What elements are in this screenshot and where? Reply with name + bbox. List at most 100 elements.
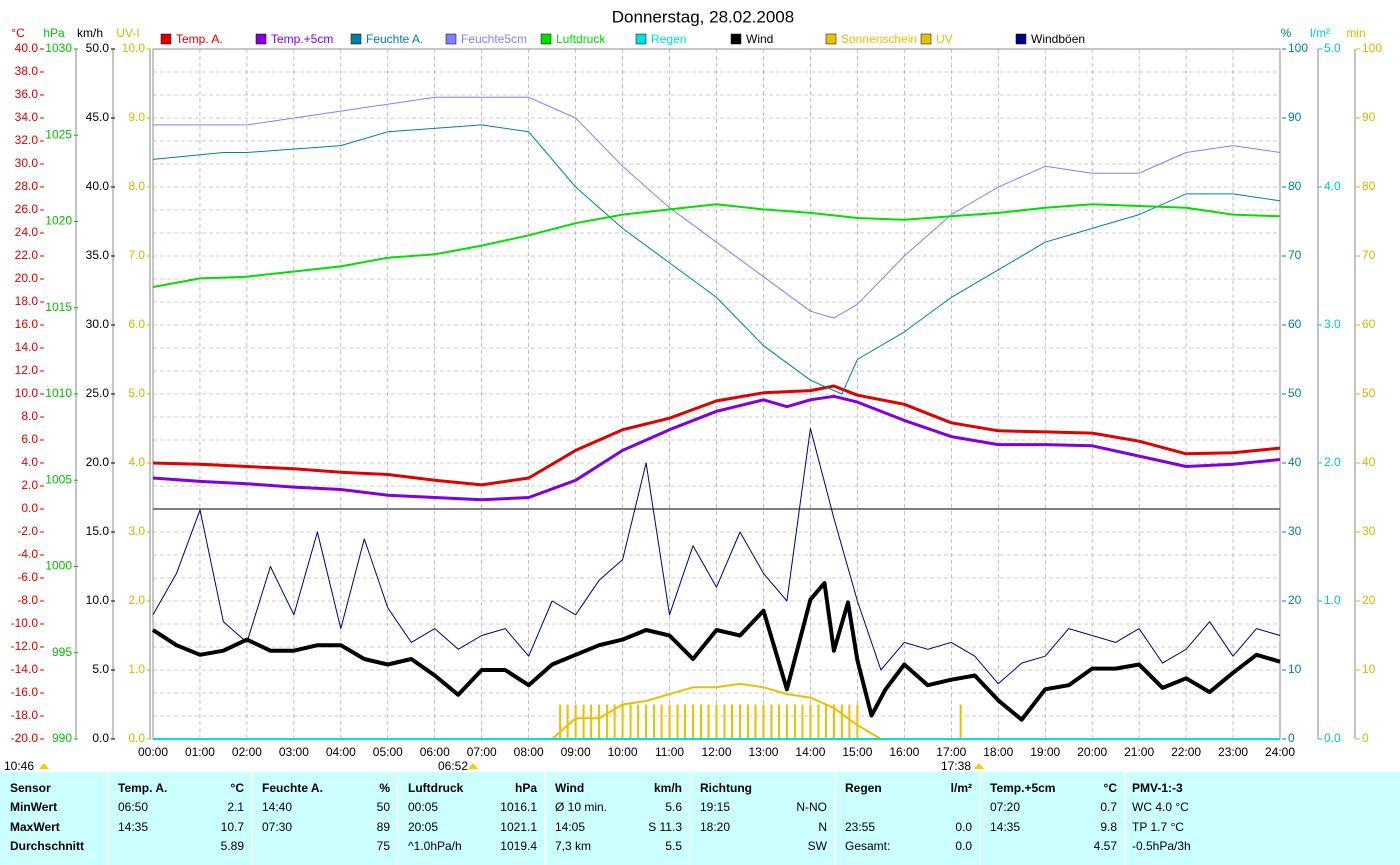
y-tick-label: 50	[1362, 386, 1376, 400]
y-tick-label: 6.0	[128, 317, 145, 331]
marker-icon	[974, 763, 984, 769]
table-header: hPa	[515, 781, 537, 795]
legend-swatch	[730, 33, 742, 45]
y-tick-label: 990	[52, 731, 72, 745]
x-tick-label: 12:00	[701, 745, 731, 759]
sunshine-bar	[582, 704, 585, 739]
marker-icon	[468, 763, 478, 769]
x-tick-label: 08:00	[514, 745, 544, 759]
legend-label: UV	[936, 32, 953, 46]
legend-swatch	[635, 33, 647, 45]
table-cell: TP 1.7 °C	[1132, 820, 1184, 834]
y-tick-label: 70	[1288, 248, 1302, 262]
y-tick-label: 45.0	[86, 110, 110, 124]
y-tick-label: 12.0	[15, 363, 39, 377]
sunshine-bar	[959, 704, 962, 739]
table-cell: 9.8	[1100, 820, 1117, 834]
sunshine-bar	[559, 704, 562, 739]
sunshine-bar	[707, 704, 710, 739]
table-cell: 89	[377, 820, 391, 834]
table-cell: N	[818, 820, 827, 834]
sunshine-bar	[590, 704, 593, 739]
series-line	[153, 96, 1281, 319]
table-cell: 19:15	[700, 800, 730, 814]
axis-unit: UV-I	[116, 26, 139, 40]
y-tick-label: 50	[1288, 386, 1302, 400]
y-tick-label: -8.0	[17, 593, 38, 607]
y-tick-label: 1010	[45, 386, 72, 400]
y-tick-label: 2.0	[1324, 455, 1341, 469]
table-header: l/m²	[951, 781, 972, 795]
x-tick-label: 06:00	[420, 745, 450, 759]
y-tick-label: 1.0	[1324, 593, 1341, 607]
x-tick-label: 23:00	[1218, 745, 1248, 759]
y-tick-label: 1030	[45, 41, 72, 55]
sunshine-bar	[738, 704, 741, 739]
table-header: Richtung	[700, 781, 752, 795]
table-cell: 0.0	[955, 820, 972, 834]
sunshine-bar	[801, 704, 804, 739]
table-cell: 75	[377, 839, 391, 853]
axis-unit: km/h	[77, 26, 103, 40]
sunshine-bar	[629, 704, 632, 739]
y-tick-label: 1005	[45, 472, 72, 486]
y-tick-label: 0.0	[21, 501, 38, 515]
y-tick-label: 30	[1362, 524, 1376, 538]
sunshine-bar	[730, 704, 733, 739]
table-cell: 00:05	[408, 800, 438, 814]
y-tick-label: 8.0	[21, 409, 38, 423]
sunshine-bar	[777, 704, 780, 739]
legend-label: Temp. A.	[176, 32, 223, 46]
table-cell: MaxWert	[10, 820, 60, 834]
y-tick-label: 30	[1288, 524, 1302, 538]
table-header: Feuchte A.	[262, 781, 323, 795]
series-line	[551, 682, 882, 740]
table-header: Regen	[845, 781, 882, 795]
sunshine-bar	[684, 704, 687, 739]
table-cell: 5.89	[221, 839, 245, 853]
series-line	[152, 203, 1281, 288]
y-tick-label: -4.0	[17, 547, 38, 561]
y-tick-label: 4.0	[21, 455, 38, 469]
x-tick-label: 09:00	[561, 745, 591, 759]
sunshine-bar	[676, 704, 679, 739]
y-tick-label: 50.0	[86, 41, 110, 55]
table-cell: 07:30	[262, 820, 292, 834]
y-tick-label: 40	[1288, 455, 1302, 469]
y-tick-label: 15.0	[86, 524, 110, 538]
time-marker: 10:46	[4, 759, 34, 773]
sunshine-bar	[637, 704, 640, 739]
table-header: Temp. A.	[118, 781, 167, 795]
table-cell: 50	[377, 800, 391, 814]
legend-swatch	[1015, 33, 1027, 45]
legend-label: Feuchte A.	[366, 32, 423, 46]
table-header: PMV-1:-3	[1132, 781, 1183, 795]
y-tick-label: 10.0	[86, 593, 110, 607]
table-cell: Durchschnitt	[10, 839, 84, 853]
table-cell: 1019.4	[500, 839, 537, 853]
sunshine-bar	[856, 704, 859, 739]
table-cell: 07:20	[990, 800, 1020, 814]
x-tick-label: 20:00	[1077, 745, 1107, 759]
y-tick-label: 32.0	[15, 133, 39, 147]
y-tick-label: -2.0	[17, 524, 38, 538]
legend-label: Temp.+5cm	[271, 32, 333, 46]
y-tick-label: 35.0	[86, 248, 110, 262]
table-header: Sensor	[10, 781, 51, 795]
table-background	[0, 772, 1400, 865]
y-tick-label: 90	[1362, 110, 1376, 124]
y-tick-label: 3.0	[128, 524, 145, 538]
y-tick-label: 10	[1362, 662, 1376, 676]
table-cell: 7,3 km	[555, 839, 591, 853]
legend-label: Feuchte5cm	[461, 32, 527, 46]
table-cell: SW	[808, 839, 828, 853]
legend-swatch	[160, 33, 172, 45]
legend-swatch	[350, 33, 362, 45]
y-tick-label: -12.0	[11, 639, 39, 653]
y-tick-label: 30.0	[15, 156, 39, 170]
marker-icon	[39, 763, 49, 769]
sunshine-bar	[660, 704, 663, 739]
y-tick-label: 0	[1288, 731, 1295, 745]
y-tick-label: 60	[1362, 317, 1376, 331]
table-cell: 14:35	[990, 820, 1020, 834]
